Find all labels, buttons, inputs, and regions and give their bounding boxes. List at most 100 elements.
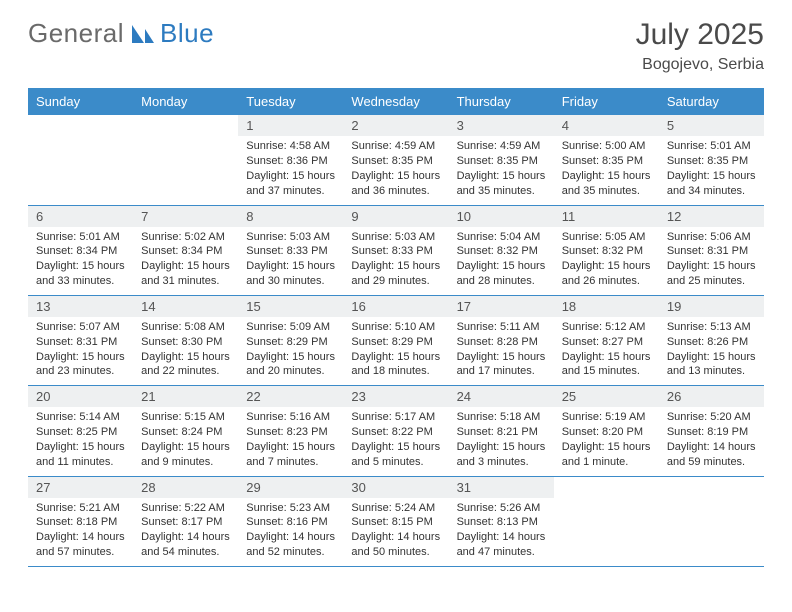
- calendar-cell: [28, 115, 133, 205]
- day-number: 5: [659, 115, 764, 136]
- calendar-row: 20Sunrise: 5:14 AMSunset: 8:25 PMDayligh…: [28, 386, 764, 476]
- calendar-cell: 22Sunrise: 5:16 AMSunset: 8:23 PMDayligh…: [238, 386, 343, 476]
- day-body: Sunrise: 5:08 AMSunset: 8:30 PMDaylight:…: [133, 317, 238, 385]
- calendar-cell: 5Sunrise: 5:01 AMSunset: 8:35 PMDaylight…: [659, 115, 764, 205]
- day-number: 25: [554, 386, 659, 407]
- day-number: 7: [133, 206, 238, 227]
- day-body: Sunrise: 5:17 AMSunset: 8:22 PMDaylight:…: [343, 407, 448, 475]
- calendar-cell: [659, 476, 764, 566]
- calendar-cell: 3Sunrise: 4:59 AMSunset: 8:35 PMDaylight…: [449, 115, 554, 205]
- day-number: 23: [343, 386, 448, 407]
- weekday-header: Tuesday: [238, 88, 343, 115]
- day-number: 3: [449, 115, 554, 136]
- day-body: Sunrise: 5:12 AMSunset: 8:27 PMDaylight:…: [554, 317, 659, 385]
- calendar-row: 27Sunrise: 5:21 AMSunset: 8:18 PMDayligh…: [28, 476, 764, 566]
- day-body: Sunrise: 5:26 AMSunset: 8:13 PMDaylight:…: [449, 498, 554, 566]
- page-title: July 2025: [636, 18, 764, 52]
- day-body: Sunrise: 5:23 AMSunset: 8:16 PMDaylight:…: [238, 498, 343, 566]
- day-body: Sunrise: 4:58 AMSunset: 8:36 PMDaylight:…: [238, 136, 343, 204]
- calendar-cell: 16Sunrise: 5:10 AMSunset: 8:29 PMDayligh…: [343, 295, 448, 385]
- day-number: 22: [238, 386, 343, 407]
- day-body: Sunrise: 5:15 AMSunset: 8:24 PMDaylight:…: [133, 407, 238, 475]
- calendar-cell: 21Sunrise: 5:15 AMSunset: 8:24 PMDayligh…: [133, 386, 238, 476]
- logo: General Blue: [28, 18, 214, 49]
- calendar-cell: 29Sunrise: 5:23 AMSunset: 8:16 PMDayligh…: [238, 476, 343, 566]
- day-body: Sunrise: 5:06 AMSunset: 8:31 PMDaylight:…: [659, 227, 764, 295]
- day-body: Sunrise: 5:24 AMSunset: 8:15 PMDaylight:…: [343, 498, 448, 566]
- day-number: 27: [28, 477, 133, 498]
- calendar-cell: 31Sunrise: 5:26 AMSunset: 8:13 PMDayligh…: [449, 476, 554, 566]
- day-number: 30: [343, 477, 448, 498]
- calendar-cell: [133, 115, 238, 205]
- calendar-cell: 23Sunrise: 5:17 AMSunset: 8:22 PMDayligh…: [343, 386, 448, 476]
- calendar-cell: 27Sunrise: 5:21 AMSunset: 8:18 PMDayligh…: [28, 476, 133, 566]
- day-number: 16: [343, 296, 448, 317]
- day-body: Sunrise: 4:59 AMSunset: 8:35 PMDaylight:…: [449, 136, 554, 204]
- calendar-cell: 15Sunrise: 5:09 AMSunset: 8:29 PMDayligh…: [238, 295, 343, 385]
- day-number: 17: [449, 296, 554, 317]
- calendar-cell: 10Sunrise: 5:04 AMSunset: 8:32 PMDayligh…: [449, 205, 554, 295]
- header: General Blue July 2025 Bogojevo, Serbia: [28, 18, 764, 74]
- day-body: Sunrise: 5:19 AMSunset: 8:20 PMDaylight:…: [554, 407, 659, 475]
- day-body: Sunrise: 5:02 AMSunset: 8:34 PMDaylight:…: [133, 227, 238, 295]
- calendar-cell: 6Sunrise: 5:01 AMSunset: 8:34 PMDaylight…: [28, 205, 133, 295]
- day-body: Sunrise: 4:59 AMSunset: 8:35 PMDaylight:…: [343, 136, 448, 204]
- day-body: Sunrise: 5:00 AMSunset: 8:35 PMDaylight:…: [554, 136, 659, 204]
- calendar-cell: 7Sunrise: 5:02 AMSunset: 8:34 PMDaylight…: [133, 205, 238, 295]
- calendar-cell: 20Sunrise: 5:14 AMSunset: 8:25 PMDayligh…: [28, 386, 133, 476]
- location: Bogojevo, Serbia: [636, 56, 764, 74]
- day-number: 12: [659, 206, 764, 227]
- day-number: 15: [238, 296, 343, 317]
- logo-word-blue: Blue: [160, 18, 214, 49]
- day-number: 13: [28, 296, 133, 317]
- sail-icon: [130, 23, 156, 45]
- day-body: Sunrise: 5:05 AMSunset: 8:32 PMDaylight:…: [554, 227, 659, 295]
- day-body: Sunrise: 5:01 AMSunset: 8:35 PMDaylight:…: [659, 136, 764, 204]
- calendar-cell: 19Sunrise: 5:13 AMSunset: 8:26 PMDayligh…: [659, 295, 764, 385]
- day-number: 9: [343, 206, 448, 227]
- calendar-cell: 18Sunrise: 5:12 AMSunset: 8:27 PMDayligh…: [554, 295, 659, 385]
- day-number: 8: [238, 206, 343, 227]
- calendar-cell: 4Sunrise: 5:00 AMSunset: 8:35 PMDaylight…: [554, 115, 659, 205]
- day-body: Sunrise: 5:10 AMSunset: 8:29 PMDaylight:…: [343, 317, 448, 385]
- calendar-cell: 13Sunrise: 5:07 AMSunset: 8:31 PMDayligh…: [28, 295, 133, 385]
- day-body: Sunrise: 5:13 AMSunset: 8:26 PMDaylight:…: [659, 317, 764, 385]
- day-number: 19: [659, 296, 764, 317]
- calendar-cell: 1Sunrise: 4:58 AMSunset: 8:36 PMDaylight…: [238, 115, 343, 205]
- day-number: 11: [554, 206, 659, 227]
- calendar-cell: 2Sunrise: 4:59 AMSunset: 8:35 PMDaylight…: [343, 115, 448, 205]
- day-number: 1: [238, 115, 343, 136]
- day-body: Sunrise: 5:14 AMSunset: 8:25 PMDaylight:…: [28, 407, 133, 475]
- calendar-cell: 28Sunrise: 5:22 AMSunset: 8:17 PMDayligh…: [133, 476, 238, 566]
- day-number: 14: [133, 296, 238, 317]
- calendar-row: 13Sunrise: 5:07 AMSunset: 8:31 PMDayligh…: [28, 295, 764, 385]
- day-body: Sunrise: 5:21 AMSunset: 8:18 PMDaylight:…: [28, 498, 133, 566]
- day-number: 4: [554, 115, 659, 136]
- calendar-table: SundayMondayTuesdayWednesdayThursdayFrid…: [28, 88, 764, 567]
- day-number: 24: [449, 386, 554, 407]
- day-number: 10: [449, 206, 554, 227]
- day-number: 26: [659, 386, 764, 407]
- day-body: Sunrise: 5:03 AMSunset: 8:33 PMDaylight:…: [343, 227, 448, 295]
- calendar-cell: 25Sunrise: 5:19 AMSunset: 8:20 PMDayligh…: [554, 386, 659, 476]
- weekday-header: Sunday: [28, 88, 133, 115]
- day-number: 2: [343, 115, 448, 136]
- calendar-cell: 12Sunrise: 5:06 AMSunset: 8:31 PMDayligh…: [659, 205, 764, 295]
- day-number: 28: [133, 477, 238, 498]
- day-body: Sunrise: 5:16 AMSunset: 8:23 PMDaylight:…: [238, 407, 343, 475]
- day-number: 18: [554, 296, 659, 317]
- day-number: 31: [449, 477, 554, 498]
- weekday-header: Wednesday: [343, 88, 448, 115]
- calendar-cell: 17Sunrise: 5:11 AMSunset: 8:28 PMDayligh…: [449, 295, 554, 385]
- calendar-cell: 30Sunrise: 5:24 AMSunset: 8:15 PMDayligh…: [343, 476, 448, 566]
- weekday-header-row: SundayMondayTuesdayWednesdayThursdayFrid…: [28, 88, 764, 115]
- calendar-row: 6Sunrise: 5:01 AMSunset: 8:34 PMDaylight…: [28, 205, 764, 295]
- calendar-cell: [554, 476, 659, 566]
- day-body: Sunrise: 5:11 AMSunset: 8:28 PMDaylight:…: [449, 317, 554, 385]
- logo-word-general: General: [28, 18, 124, 49]
- calendar-cell: 26Sunrise: 5:20 AMSunset: 8:19 PMDayligh…: [659, 386, 764, 476]
- calendar-row: 1Sunrise: 4:58 AMSunset: 8:36 PMDaylight…: [28, 115, 764, 205]
- calendar-cell: 24Sunrise: 5:18 AMSunset: 8:21 PMDayligh…: [449, 386, 554, 476]
- title-block: July 2025 Bogojevo, Serbia: [636, 18, 764, 74]
- weekday-header: Saturday: [659, 88, 764, 115]
